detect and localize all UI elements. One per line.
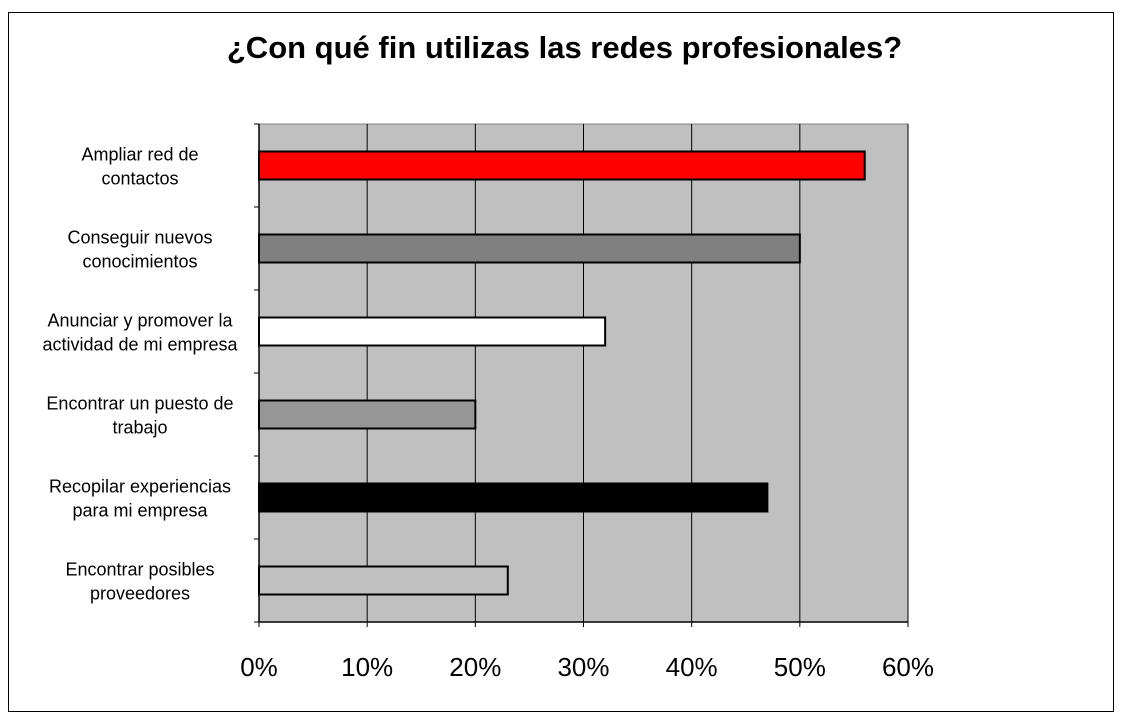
x-tick-label: 20% (449, 652, 501, 682)
x-tick-label: 60% (882, 652, 934, 682)
category-label: Ampliar red de contactos (81, 145, 198, 189)
category-labels: Ampliar red de contactos Conseguir nuevos c… (42, 145, 238, 604)
x-tick-label: 10% (341, 652, 393, 682)
x-tick-label: 40% (666, 652, 718, 682)
chart-title: ¿Con qué fin utilizas las redes profesio… (226, 30, 903, 65)
axes (254, 123, 909, 627)
x-tick-labels: 0% 10% 20% 30% 40% 50% 60% (240, 652, 934, 682)
bar (258, 150, 866, 181)
x-tick-label: 0% (240, 652, 278, 682)
category-label: Conseguir nuevos conocimientos (67, 228, 212, 272)
category-label: Anunciar y promover la actividad de mi em… (42, 311, 238, 355)
bar (258, 233, 801, 264)
x-tick-label: 30% (557, 652, 609, 682)
bar (258, 316, 607, 347)
x-tick-label: 50% (774, 652, 826, 682)
bar (258, 399, 477, 430)
category-label: Encontrar posibles proveedores (65, 560, 214, 604)
category-label: Encontrar un puesto de trabajo (46, 394, 233, 438)
gridlines (366, 124, 909, 622)
bars (258, 150, 866, 596)
category-label: Recopilar experiencias para mi empresa (49, 477, 231, 521)
bar (258, 565, 509, 596)
bar (258, 482, 769, 513)
